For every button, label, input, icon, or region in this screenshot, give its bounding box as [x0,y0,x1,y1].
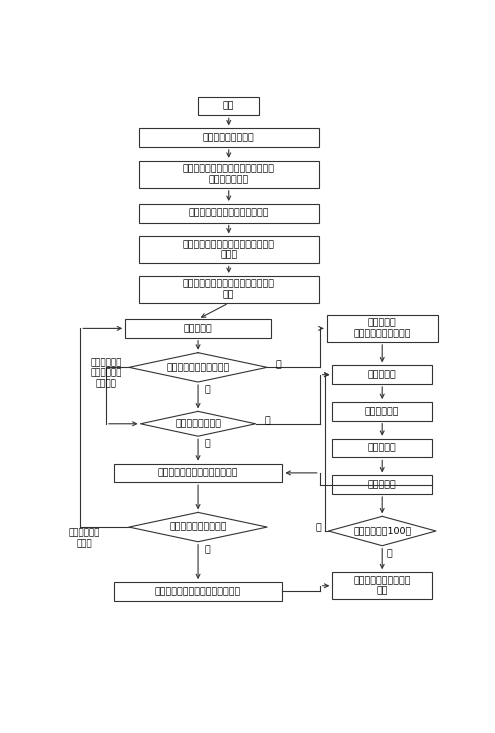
Text: 是否所有副线均被选择: 是否所有副线均被选择 [169,523,227,531]
Text: 新一代种群: 新一代种群 [368,480,396,489]
Text: 接收主线排期计划，并生成副线优先
集合: 接收主线排期计划，并生成副线优先 集合 [183,280,275,299]
FancyBboxPatch shape [139,276,319,303]
Text: 种群初始化
以上层排期计划为约束: 种群初始化 以上层排期计划为约束 [353,319,411,338]
Text: 开始时间小于第一个主线: 开始时间小于第一个主线 [166,363,230,372]
Text: 否: 否 [316,523,322,533]
Polygon shape [141,411,255,436]
FancyBboxPatch shape [332,476,432,494]
Text: 按照后续活动数最多的启发式规则生
成可行排期计划: 按照后续活动数最多的启发式规则生 成可行排期计划 [183,165,275,184]
Text: 初始化主线活动状态: 初始化主线活动状态 [203,133,254,142]
Polygon shape [329,516,436,545]
Text: 是: 是 [205,545,210,554]
Text: 是: 是 [276,360,282,369]
Text: 迭代次数达到100次: 迭代次数达到100次 [353,526,411,536]
FancyBboxPatch shape [327,315,438,342]
FancyBboxPatch shape [125,319,271,338]
FancyBboxPatch shape [332,365,432,384]
FancyBboxPatch shape [114,582,283,601]
Polygon shape [129,512,267,542]
Text: 否: 否 [205,386,210,394]
Text: 轮盘赌选择: 轮盘赌选择 [368,370,396,379]
FancyBboxPatch shape [139,237,319,263]
Text: 是: 是 [264,416,270,425]
Text: 左移副活动: 左移副活动 [184,324,212,333]
Text: 开始: 开始 [223,102,235,111]
FancyBboxPatch shape [139,161,319,188]
Text: 是，更新开始
时间并选择下
一个活动: 是，更新开始 时间并选择下 一个活动 [90,358,122,388]
Text: 输出项目整体排期计划
结束: 输出项目整体排期计划 结束 [353,576,411,595]
Text: 确定该活动及剩余活动提前进场: 确定该活动及剩余活动提前进场 [158,468,238,477]
Text: 满足约束前提下，右移各个活动: 满足约束前提下，右移各个活动 [189,209,269,218]
Text: 是否满足资源约束: 是否满足资源约束 [175,419,221,428]
FancyBboxPatch shape [139,204,319,223]
FancyBboxPatch shape [139,128,319,147]
Text: 更新当前排期计划为上层排期计划: 更新当前排期计划为上层排期计划 [155,587,241,596]
Polygon shape [129,353,267,382]
FancyBboxPatch shape [332,402,432,421]
FancyBboxPatch shape [332,439,432,457]
Text: 确定主线中的关键链路，输出主线排
期计划: 确定主线中的关键链路，输出主线排 期计划 [183,240,275,259]
FancyBboxPatch shape [332,572,432,600]
FancyBboxPatch shape [114,463,283,482]
Text: 否: 否 [205,440,210,449]
FancyBboxPatch shape [198,97,259,115]
Text: 是: 是 [387,549,393,558]
Text: 多次单点交叉: 多次单点交叉 [365,407,399,416]
Text: 否，选择下一
条副线: 否，选择下一 条副线 [68,528,100,548]
Text: 非均匀变异: 非均匀变异 [368,443,396,452]
